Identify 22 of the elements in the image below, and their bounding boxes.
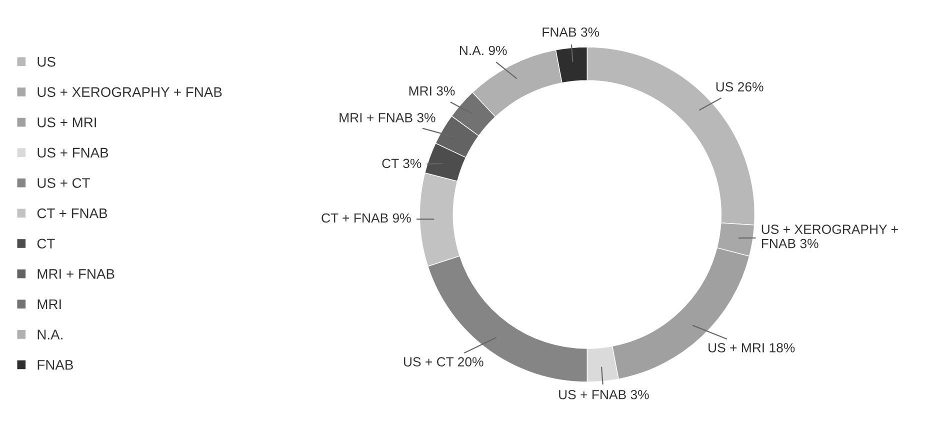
data-label: FNAB 3% [542, 27, 600, 37]
data-label: US + FNAB 3% [559, 390, 649, 400]
data-label: MRI 3% [409, 86, 455, 96]
data-label: US 26% [716, 82, 764, 92]
legend-label: CT [37, 238, 55, 249]
data-label: CT + FNAB 9% [322, 213, 411, 223]
legend-label: FNAB [38, 360, 73, 370]
legend-label: MRI + FNAB [38, 269, 114, 279]
legend-label: MRI [38, 299, 61, 310]
legend-label: N.A. [38, 330, 62, 340]
legend-label: CT + FNAB [37, 208, 108, 218]
legend-label: US + XEROGRAPHY + FNAB [38, 87, 222, 97]
data-label: MRI + FNAB 3% [340, 113, 436, 122]
data-label: US + MRI 18% [708, 343, 795, 352]
legend-label: US + FNAB [38, 148, 108, 158]
data-label: CT 3% [382, 158, 422, 168]
data-label: N.A. 9% [460, 46, 507, 56]
data-label: US + XEROGRAPHY + FNAB 3% [762, 224, 898, 248]
legend-label: US [38, 56, 56, 67]
legend-label: US + MRI [38, 117, 96, 128]
legend-label: US + CT [38, 178, 90, 188]
data-label: US + CT 20% [404, 357, 484, 366]
